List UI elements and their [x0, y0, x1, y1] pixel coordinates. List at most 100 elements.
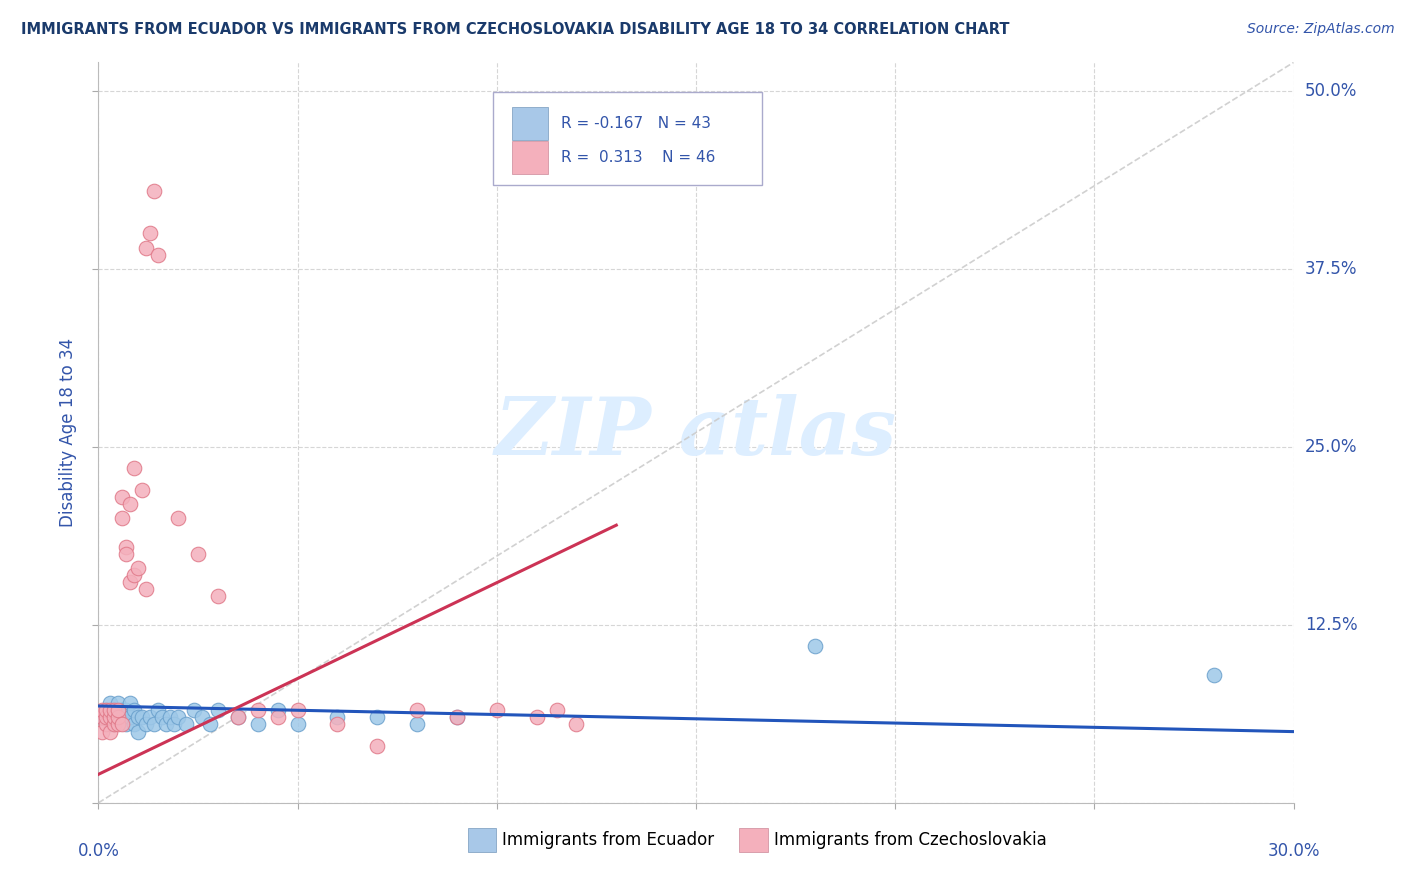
Point	[107, 696, 129, 710]
Point	[127, 710, 149, 724]
Point	[246, 703, 269, 717]
Point	[91, 703, 114, 717]
Point	[107, 717, 129, 731]
Point	[98, 717, 122, 731]
Point	[107, 710, 129, 724]
Point	[287, 717, 309, 731]
Point	[124, 703, 146, 717]
Point	[139, 227, 162, 241]
Point	[107, 703, 129, 717]
FancyBboxPatch shape	[494, 92, 762, 185]
Point	[485, 703, 508, 717]
Point	[159, 710, 181, 724]
Point	[183, 703, 205, 717]
Text: 37.5%: 37.5%	[1305, 260, 1357, 278]
Point	[287, 703, 309, 717]
Point	[1202, 667, 1225, 681]
Point	[111, 703, 134, 717]
Text: R =  0.313    N = 46: R = 0.313 N = 46	[561, 150, 716, 164]
Point	[120, 575, 142, 590]
Text: 25.0%: 25.0%	[1305, 438, 1357, 456]
Point	[115, 703, 138, 717]
Text: 50.0%: 50.0%	[1305, 82, 1357, 100]
FancyBboxPatch shape	[512, 141, 548, 174]
Point	[804, 639, 827, 653]
Y-axis label: Disability Age 18 to 34: Disability Age 18 to 34	[59, 338, 77, 527]
Point	[96, 717, 118, 731]
Point	[246, 717, 269, 731]
Point	[167, 511, 190, 525]
Point	[98, 724, 122, 739]
Point	[135, 717, 157, 731]
Point	[98, 710, 122, 724]
Point	[135, 582, 157, 597]
Point	[366, 739, 388, 753]
Point	[191, 710, 214, 724]
Point	[267, 710, 290, 724]
Point	[124, 461, 146, 475]
Point	[148, 703, 170, 717]
Point	[115, 547, 138, 561]
Point	[139, 710, 162, 724]
Point	[120, 696, 142, 710]
Point	[111, 511, 134, 525]
Text: 30.0%: 30.0%	[1267, 842, 1320, 860]
Point	[167, 710, 190, 724]
Text: ZIP atlas: ZIP atlas	[495, 394, 897, 471]
Point	[127, 724, 149, 739]
Point	[131, 483, 153, 497]
Point	[96, 703, 118, 717]
Text: 12.5%: 12.5%	[1305, 615, 1357, 634]
Point	[226, 710, 249, 724]
Point	[155, 717, 177, 731]
Point	[107, 710, 129, 724]
FancyBboxPatch shape	[740, 828, 768, 852]
Point	[207, 703, 229, 717]
Point	[91, 710, 114, 724]
Point	[326, 710, 349, 724]
Point	[103, 710, 125, 724]
Point	[96, 710, 118, 724]
Point	[565, 717, 588, 731]
Point	[406, 703, 429, 717]
Text: Source: ZipAtlas.com: Source: ZipAtlas.com	[1247, 22, 1395, 37]
Point	[120, 497, 142, 511]
Point	[526, 710, 548, 724]
Point	[406, 717, 429, 731]
Point	[91, 710, 114, 724]
Point	[103, 703, 125, 717]
Point	[198, 717, 221, 731]
Point	[267, 703, 290, 717]
Point	[150, 710, 173, 724]
Text: 0.0%: 0.0%	[77, 842, 120, 860]
Point	[127, 561, 149, 575]
Point	[103, 717, 125, 731]
Point	[124, 568, 146, 582]
Text: IMMIGRANTS FROM ECUADOR VS IMMIGRANTS FROM CZECHOSLOVAKIA DISABILITY AGE 18 TO 3: IMMIGRANTS FROM ECUADOR VS IMMIGRANTS FR…	[21, 22, 1010, 37]
Point	[366, 710, 388, 724]
Point	[98, 696, 122, 710]
Point	[226, 710, 249, 724]
Point	[143, 717, 166, 731]
Point	[103, 717, 125, 731]
Point	[148, 247, 170, 261]
Point	[143, 184, 166, 198]
FancyBboxPatch shape	[512, 106, 548, 140]
Point	[174, 717, 197, 731]
Point	[115, 540, 138, 554]
Point	[98, 703, 122, 717]
Text: Immigrants from Czechoslovakia: Immigrants from Czechoslovakia	[773, 830, 1046, 849]
Point	[111, 710, 134, 724]
FancyBboxPatch shape	[468, 828, 496, 852]
Point	[131, 710, 153, 724]
Point	[207, 590, 229, 604]
Point	[96, 703, 118, 717]
Text: Immigrants from Ecuador: Immigrants from Ecuador	[502, 830, 714, 849]
Point	[546, 703, 568, 717]
Point	[446, 710, 468, 724]
Point	[103, 703, 125, 717]
Point	[115, 717, 138, 731]
Point	[120, 710, 142, 724]
Point	[135, 240, 157, 255]
Point	[326, 717, 349, 731]
